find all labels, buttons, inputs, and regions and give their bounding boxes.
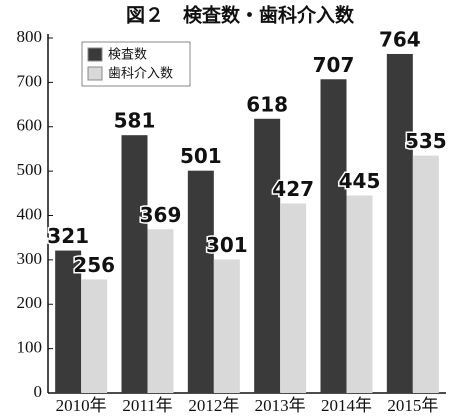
legend-label: 歯科介入数	[108, 67, 173, 82]
y-tick-label: 600	[17, 116, 43, 135]
bar	[320, 79, 347, 394]
bar	[412, 155, 439, 393]
bar	[147, 229, 174, 393]
value-label: 501	[180, 144, 222, 168]
bar	[121, 135, 148, 393]
x-tick-label: 2014年	[321, 396, 372, 415]
value-label: 427	[272, 177, 314, 201]
legend-swatch	[87, 47, 103, 62]
bar	[55, 250, 82, 393]
y-tick-label: 500	[17, 160, 43, 179]
bar	[386, 53, 413, 393]
bar	[81, 279, 108, 393]
x-tick-label: 2013年	[255, 396, 306, 415]
value-label: 535	[405, 129, 447, 153]
value-label: 618	[246, 92, 288, 116]
y-tick-label: 300	[17, 249, 43, 268]
y-tick-label: 200	[17, 293, 43, 312]
bar	[187, 170, 214, 393]
bar	[280, 203, 307, 393]
y-tick-label: 0	[34, 382, 43, 401]
x-tick-label: 2010年	[56, 396, 107, 415]
value-label: 321	[47, 224, 89, 248]
value-label: 581	[114, 109, 156, 133]
bar	[213, 259, 240, 393]
x-tick-label: 2012年	[188, 396, 239, 415]
value-label: 256	[73, 253, 115, 277]
y-tick-label: 100	[17, 338, 43, 357]
legend-swatch	[87, 66, 103, 81]
value-label: 369	[140, 203, 182, 227]
x-tick-label: 2015年	[387, 396, 438, 415]
y-tick-label: 700	[17, 71, 43, 90]
value-label: 764	[379, 27, 421, 51]
chart-title: 図２ 検査数・歯科介入数	[126, 4, 355, 27]
bar	[346, 195, 373, 393]
value-label: 707	[313, 53, 355, 77]
bar	[254, 118, 281, 393]
x-tick-label: 2011年	[122, 396, 172, 415]
y-tick-label: 800	[17, 27, 43, 46]
value-label: 445	[339, 169, 381, 193]
y-tick-label: 400	[17, 204, 43, 223]
value-label: 301	[206, 233, 248, 257]
legend-label: 検査数	[108, 48, 147, 63]
